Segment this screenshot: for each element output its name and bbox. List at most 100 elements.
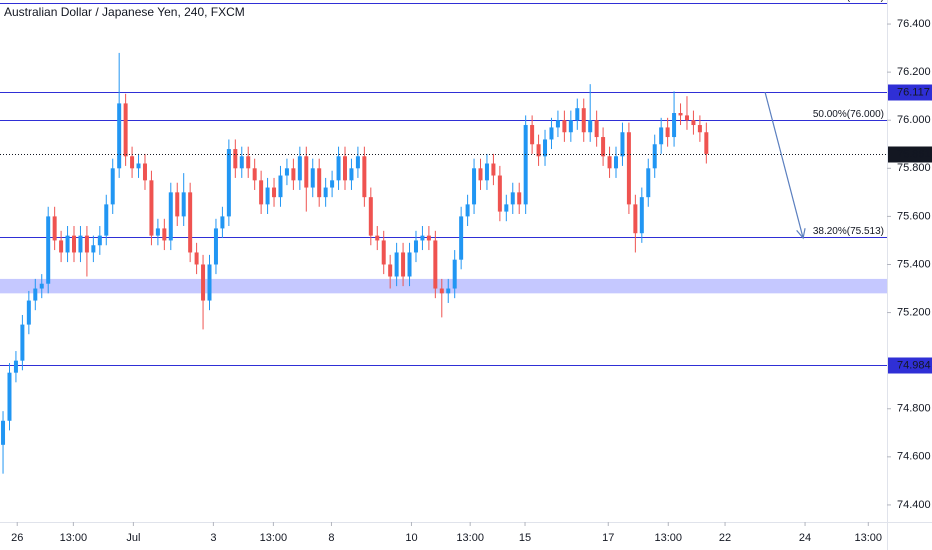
candle-body <box>697 125 702 133</box>
y-tick-label: 74.600 <box>897 451 931 463</box>
candle-body <box>349 168 354 181</box>
candle-body <box>72 235 77 253</box>
candle-body <box>304 156 309 188</box>
candle-body <box>652 144 657 169</box>
x-tick-label: 17 <box>602 532 614 544</box>
candle-body <box>130 156 135 169</box>
candle-body <box>407 252 412 277</box>
candle-body <box>568 120 573 133</box>
candle-body <box>575 108 580 121</box>
candle-body <box>633 204 638 234</box>
candle-body <box>226 149 231 217</box>
candle-body <box>110 168 115 205</box>
x-tick-label: 24 <box>799 532 811 544</box>
candle-body <box>401 252 406 277</box>
x-tick-label: 13:00 <box>456 532 484 544</box>
candle-body <box>472 168 477 205</box>
candle-body <box>530 125 535 145</box>
x-tick-label: 8 <box>328 532 334 544</box>
candle-body <box>272 187 277 198</box>
candle-body <box>555 120 560 128</box>
candle-body <box>33 288 38 301</box>
candle-body <box>13 360 18 373</box>
candle-body <box>517 192 522 205</box>
x-tick-label: 13:00 <box>260 532 288 544</box>
x-tick-label: 26 <box>11 532 23 544</box>
candle-body <box>420 235 425 241</box>
candle-body <box>252 168 257 181</box>
candle-body <box>491 163 496 176</box>
y-tick-label: 75.400 <box>897 258 931 270</box>
candle-body <box>149 180 154 236</box>
fib-label: 38.20%(75.513) <box>813 226 884 237</box>
candle-body <box>233 149 238 169</box>
candle-body <box>368 197 373 236</box>
candle-body <box>201 264 206 301</box>
candle-body <box>478 168 483 181</box>
candle-body <box>543 139 548 157</box>
candle-body <box>381 240 386 265</box>
y-tick-label: 76.200 <box>897 66 931 78</box>
arrow-head <box>796 228 806 240</box>
candle-body <box>1 420 6 445</box>
x-tick-label: 15 <box>519 532 531 544</box>
candle-body <box>388 264 393 277</box>
y-tick-label: 75.600 <box>897 210 931 222</box>
candle-body <box>278 175 283 198</box>
candle-body <box>607 156 612 169</box>
candle-body <box>691 120 696 126</box>
candle-body <box>123 103 128 157</box>
candle-body <box>362 156 367 198</box>
candle-body <box>20 324 25 361</box>
candle-body <box>59 240 64 253</box>
candle-body <box>142 163 147 181</box>
candle-body <box>65 235 70 253</box>
x-tick-label: 10 <box>405 532 417 544</box>
candle-body <box>330 180 335 188</box>
candle-body <box>323 187 328 198</box>
candle-body <box>213 228 218 265</box>
last-price-box <box>888 146 932 163</box>
arrow-shaft <box>764 91 804 239</box>
candle-body <box>504 204 509 212</box>
candle-body <box>310 168 315 188</box>
candle-body <box>626 132 631 205</box>
y-tick-label: 75.200 <box>897 306 931 318</box>
candle-body <box>426 235 431 241</box>
candle-body <box>413 240 418 253</box>
candle-body <box>46 216 51 284</box>
candle-body <box>536 144 541 157</box>
candle-body <box>497 175 502 212</box>
candle-body <box>265 187 270 205</box>
candle-body <box>465 204 470 217</box>
candle-body <box>188 192 193 253</box>
y-tick-label: 74.800 <box>897 403 931 415</box>
candle-body <box>484 163 489 181</box>
y-tick-label: 75.800 <box>897 162 931 174</box>
x-tick-label: Jul <box>126 532 140 544</box>
candle-body <box>355 156 360 169</box>
candle-body <box>91 245 96 253</box>
candle-body <box>439 288 444 294</box>
candle-body <box>336 156 341 181</box>
candle-body <box>375 235 380 241</box>
candle-body <box>284 168 289 176</box>
candle-body <box>523 125 528 205</box>
y-tick-label: 76.000 <box>897 114 931 126</box>
candle-body <box>394 252 399 277</box>
candle-body <box>194 252 199 265</box>
candle-body <box>175 192 180 217</box>
candle-body <box>162 228 167 241</box>
candle-body <box>39 283 44 289</box>
candle-body <box>220 216 225 229</box>
candle-body <box>659 127 664 145</box>
candle-body <box>594 120 599 138</box>
candle-body <box>581 108 586 133</box>
price-label-box <box>888 84 932 101</box>
candle-body <box>207 264 212 301</box>
x-tick-label: 22 <box>719 532 731 544</box>
candle-body <box>84 235 89 253</box>
x-tick-label: 13:00 <box>855 532 883 544</box>
